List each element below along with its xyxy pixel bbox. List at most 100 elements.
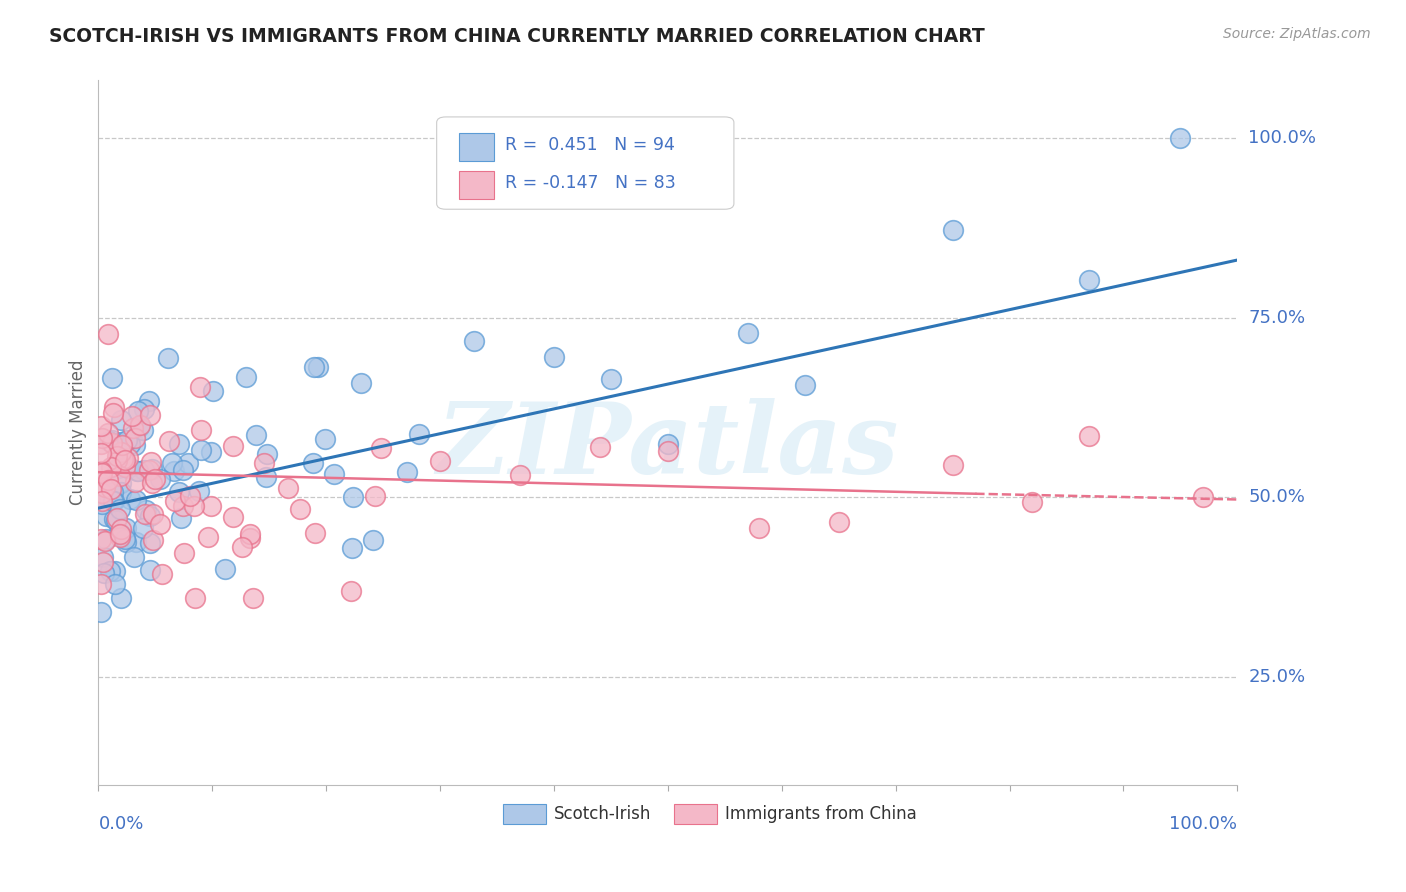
Point [118,460,141,475]
Point [183,499,205,513]
Point [370,441,392,455]
Point [90,437,112,451]
Point [91,497,114,511]
Point [200,500,222,514]
Y-axis label: Currently Married: Currently Married [69,359,87,506]
Point [256,447,278,461]
Point [105,452,128,467]
Point [128,420,150,434]
Point [179,489,201,503]
Text: SCOTCH-IRISH VS IMMIGRANTS FROM CHINA CURRENTLY MARRIED CORRELATION CHART: SCOTCH-IRISH VS IMMIGRANTS FROM CHINA CU… [49,27,986,45]
Point [110,475,132,490]
Point [120,491,142,506]
Point [110,445,132,459]
Point [105,513,128,527]
Point [239,531,262,545]
Point [91,550,114,565]
Point [127,464,149,478]
Text: 25.0%: 25.0% [1249,668,1306,686]
Point [104,576,127,591]
Point [121,409,143,423]
Point [128,417,150,432]
Point [94,532,117,546]
Point [160,456,183,470]
Point [277,482,299,496]
Point [242,591,264,605]
Point [97,426,120,441]
Point [187,483,209,498]
Point [364,489,387,503]
Point [1078,273,1101,287]
Point [1170,130,1192,145]
FancyBboxPatch shape [460,133,494,161]
Point [105,511,128,525]
Point [101,494,124,508]
Point [657,437,679,451]
Point [110,413,132,427]
Point [408,427,430,442]
Point [91,485,114,500]
Point [588,440,610,454]
Point [110,530,132,544]
Point [172,463,194,477]
Point [127,464,149,478]
Point [90,576,112,591]
Point [97,491,120,506]
Point [122,421,145,435]
Point [101,406,124,420]
Point [173,546,195,560]
Point [350,376,373,390]
Point [135,502,157,516]
Point [108,527,131,541]
Point [108,502,131,516]
Point [91,555,114,569]
Point [110,591,132,605]
Point [90,419,112,434]
Point [163,464,186,478]
Point [157,351,180,365]
Point [134,402,156,417]
Point [115,434,138,448]
Point [125,492,148,507]
Point [314,432,336,446]
Point [141,462,163,476]
Point [222,509,245,524]
Point [93,566,115,580]
Point [141,475,163,490]
Point [90,464,112,478]
Point [157,434,180,449]
Point [165,494,187,508]
Point [139,508,162,523]
Point [127,404,149,418]
Point [748,520,770,534]
Point [176,456,198,470]
Text: Immigrants from China: Immigrants from China [725,805,917,822]
Point [139,563,162,577]
Point [101,371,124,385]
Point [657,443,679,458]
Point [543,350,565,364]
Point [188,380,211,394]
Point [90,431,112,445]
Point [184,591,207,605]
Text: 100.0%: 100.0% [1170,815,1237,833]
Point [141,455,163,469]
Text: Scotch-Irish: Scotch-Irish [554,805,651,822]
Point [114,535,136,549]
Point [115,521,138,535]
Point [125,534,148,549]
Point [117,461,139,475]
Point [90,493,112,508]
FancyBboxPatch shape [437,117,734,210]
Point [90,606,112,620]
Point [108,528,131,542]
Point [463,334,485,348]
Point [150,567,173,582]
Point [90,445,112,459]
Point [143,472,166,486]
Point [942,223,965,237]
Point [149,472,172,486]
Point [117,450,139,465]
Point [124,431,146,445]
Point [107,524,129,539]
